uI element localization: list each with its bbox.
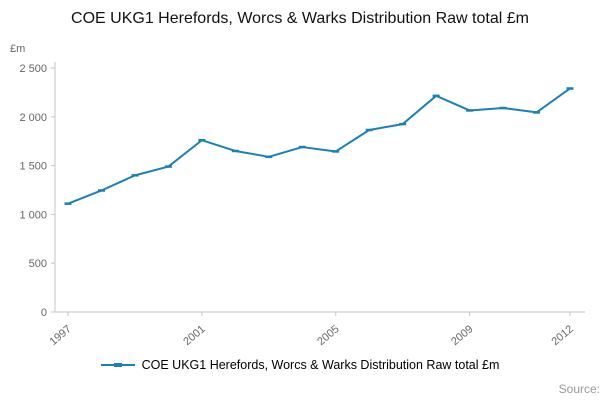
legend-label: COE UKG1 Herefords, Worcs & Warks Distri… xyxy=(141,358,500,372)
legend: COE UKG1 Herefords, Worcs & Warks Distri… xyxy=(0,358,600,372)
svg-text:2005: 2005 xyxy=(315,323,341,348)
svg-text:1 000: 1 000 xyxy=(19,209,47,221)
source-label: Source: xyxy=(558,382,600,396)
svg-text:0: 0 xyxy=(41,307,47,319)
svg-text:1997: 1997 xyxy=(47,323,73,348)
legend-line-icon xyxy=(100,360,135,370)
legend-item-series[interactable]: COE UKG1 Herefords, Worcs & Warks Distri… xyxy=(100,358,500,372)
svg-text:2 000: 2 000 xyxy=(19,112,47,124)
svg-text:2009: 2009 xyxy=(449,323,475,348)
svg-text:1 500: 1 500 xyxy=(19,161,47,173)
y-axis-unit-label: £m xyxy=(10,43,26,55)
chart-title: COE UKG1 Herefords, Worcs & Warks Distri… xyxy=(71,10,529,27)
svg-text:2 500: 2 500 xyxy=(19,63,47,75)
svg-text:2001: 2001 xyxy=(181,323,207,348)
svg-text:500: 500 xyxy=(29,258,47,270)
svg-text:2012: 2012 xyxy=(549,323,575,348)
